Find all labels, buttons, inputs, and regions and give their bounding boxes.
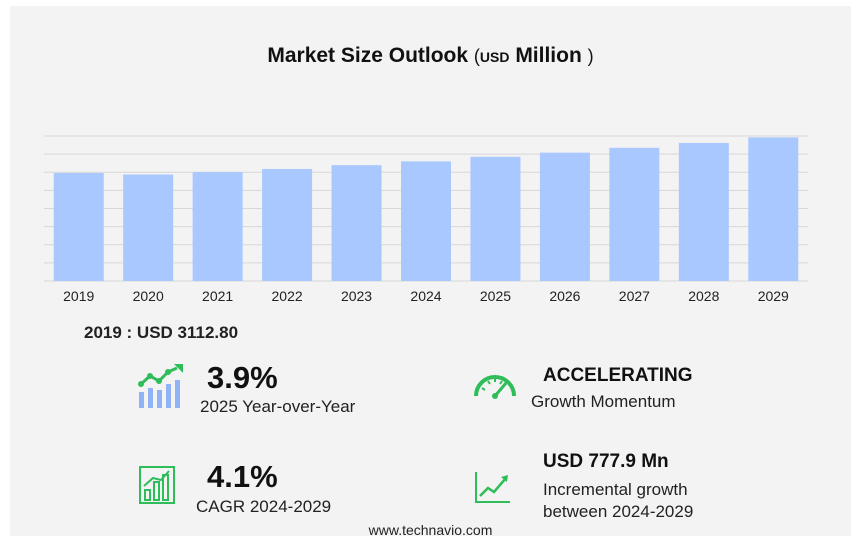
yoy-value: 3.9% xyxy=(207,360,278,395)
yoy-label: 2025 Year-over-Year xyxy=(200,397,356,416)
speedometer-icon xyxy=(474,375,516,399)
momentum-label: Growth Momentum xyxy=(531,392,676,411)
title-open-paren: ( xyxy=(473,46,480,66)
cagr-value: 4.1% xyxy=(207,459,278,494)
bar-chart-icon xyxy=(139,466,175,504)
momentum-value: ACCELERATING xyxy=(543,365,693,386)
x-tick-label: 2023 xyxy=(341,288,372,304)
bar-2024 xyxy=(401,161,451,281)
x-tick-label: 2022 xyxy=(272,288,303,304)
bar-2019 xyxy=(53,173,104,281)
x-tick-label: 2021 xyxy=(202,288,233,304)
bar-2020 xyxy=(123,174,174,281)
x-tick-label: 2026 xyxy=(549,288,580,304)
bar-2025 xyxy=(470,156,521,281)
x-tick-labels: 2019 2020 2021 2022 2023 2024 2025 2026 2027 2028… xyxy=(63,288,789,304)
bars xyxy=(53,137,799,281)
chart-title: Market Size Outlook (USD Million ) xyxy=(0,44,861,68)
x-tick-label: 2024 xyxy=(410,288,441,304)
bar-2021 xyxy=(192,172,243,281)
growth-chart-icon xyxy=(138,364,183,408)
bar-2028 xyxy=(678,142,729,281)
x-tick-label: 2019 xyxy=(63,288,94,304)
cagr-label: CAGR 2024-2029 xyxy=(196,497,332,516)
x-tick-label: 2020 xyxy=(133,288,164,304)
incremental-label-line1: Incremental growth xyxy=(543,480,688,499)
bar-2023 xyxy=(331,165,382,281)
bar-2027 xyxy=(609,147,660,281)
x-tick-label: 2028 xyxy=(688,288,719,304)
title-close-paren: ) xyxy=(587,46,594,66)
incremental-label-line2: between 2024-2029 xyxy=(543,502,694,521)
bar-2022 xyxy=(262,168,313,281)
line-trend-icon xyxy=(475,472,510,503)
baseline-value: 2019 : USD 3112.80 xyxy=(84,323,239,342)
bar-2026 xyxy=(539,152,590,281)
bar-2029 xyxy=(748,137,799,281)
title-unit: USD xyxy=(479,49,510,65)
title-unit-word: Million xyxy=(515,44,582,67)
incremental-value: USD 777.9 Mn xyxy=(543,451,669,472)
x-tick-label: 2029 xyxy=(758,288,789,304)
x-tick-label: 2025 xyxy=(480,288,511,304)
x-tick-label: 2027 xyxy=(619,288,650,304)
footer-url: www.technavio.com xyxy=(368,522,493,538)
bar-chart: 2019 2020 2021 2022 2023 2024 2025 2026 2027 2028… xyxy=(44,135,808,304)
title-main: Market Size Outlook xyxy=(267,44,469,67)
